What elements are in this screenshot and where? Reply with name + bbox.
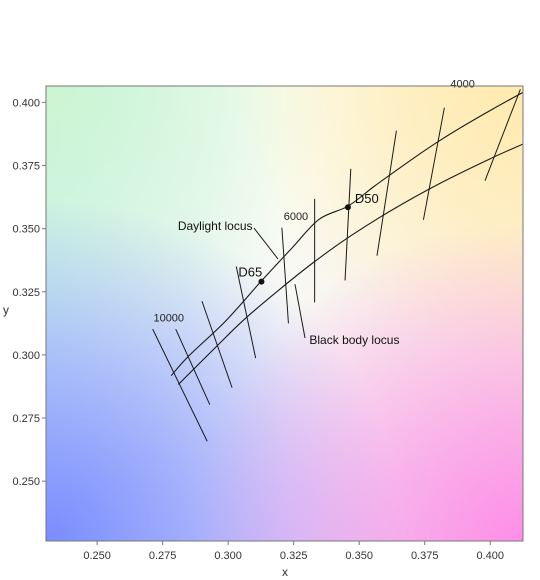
- cct-label: 10000: [153, 312, 184, 324]
- plot-frame: [45, 85, 524, 542]
- y-tick-label: 0.275: [12, 413, 40, 425]
- y-axis-title: y: [3, 303, 9, 317]
- white-point-label: D65: [238, 265, 262, 280]
- isotherm-line: [201, 300, 233, 388]
- isotherm-line: [422, 107, 445, 220]
- isotherm-line: [175, 328, 211, 405]
- x-tick-label: 0.325: [280, 550, 308, 562]
- y-tick-label: 0.250: [12, 476, 40, 488]
- annotation-leader: [253, 227, 279, 260]
- black-body-locus-curve: [177, 143, 523, 385]
- x-tick-label: 0.350: [345, 550, 373, 562]
- isotherm-line: [152, 328, 208, 442]
- cct-label: 4000: [450, 78, 474, 90]
- white-point-marker: [344, 204, 351, 211]
- x-axis-title: x: [282, 565, 288, 579]
- black-body-locus-label: Black body locus: [309, 333, 399, 347]
- daylight-locus-label: Daylight locus: [178, 219, 253, 233]
- y-tick-label: 0.325: [12, 287, 40, 299]
- isotherm-line: [484, 89, 521, 181]
- white-point-marker: [258, 278, 265, 285]
- annotation-leader: [294, 284, 306, 339]
- y-tick-label: 0.300: [12, 350, 40, 362]
- y-tick-label: 0.400: [12, 97, 40, 109]
- y-tick-label: 0.375: [12, 161, 40, 173]
- white-point-label: D50: [355, 191, 379, 206]
- isotherm-line: [376, 130, 397, 256]
- cct-label: 6000: [284, 211, 308, 223]
- plot-background: [46, 86, 523, 541]
- x-tick-label: 0.250: [83, 550, 111, 562]
- chart-marks: [152, 89, 523, 442]
- x-tick-label: 0.275: [149, 550, 177, 562]
- isotherm-line: [344, 168, 352, 281]
- daylight-locus-curve: [170, 91, 523, 376]
- y-tick-label: 0.350: [12, 224, 40, 236]
- y-axis: 0.250 0.275 0.300 0.325 0.350 0.375 0.400: [12, 97, 46, 488]
- x-tick-label: 0.375: [411, 550, 439, 562]
- x-tick-label: 0.400: [476, 550, 504, 562]
- x-tick-label: 0.300: [214, 550, 242, 562]
- isotherm-line: [281, 227, 289, 324]
- chart-overlay: 10000 6000 4000 Daylight locus Black body lo…: [153, 78, 474, 347]
- x-axis: 0.250 0.275 0.300 0.325 0.350 0.375 0.400: [83, 541, 504, 562]
- isotherm-line: [235, 266, 257, 359]
